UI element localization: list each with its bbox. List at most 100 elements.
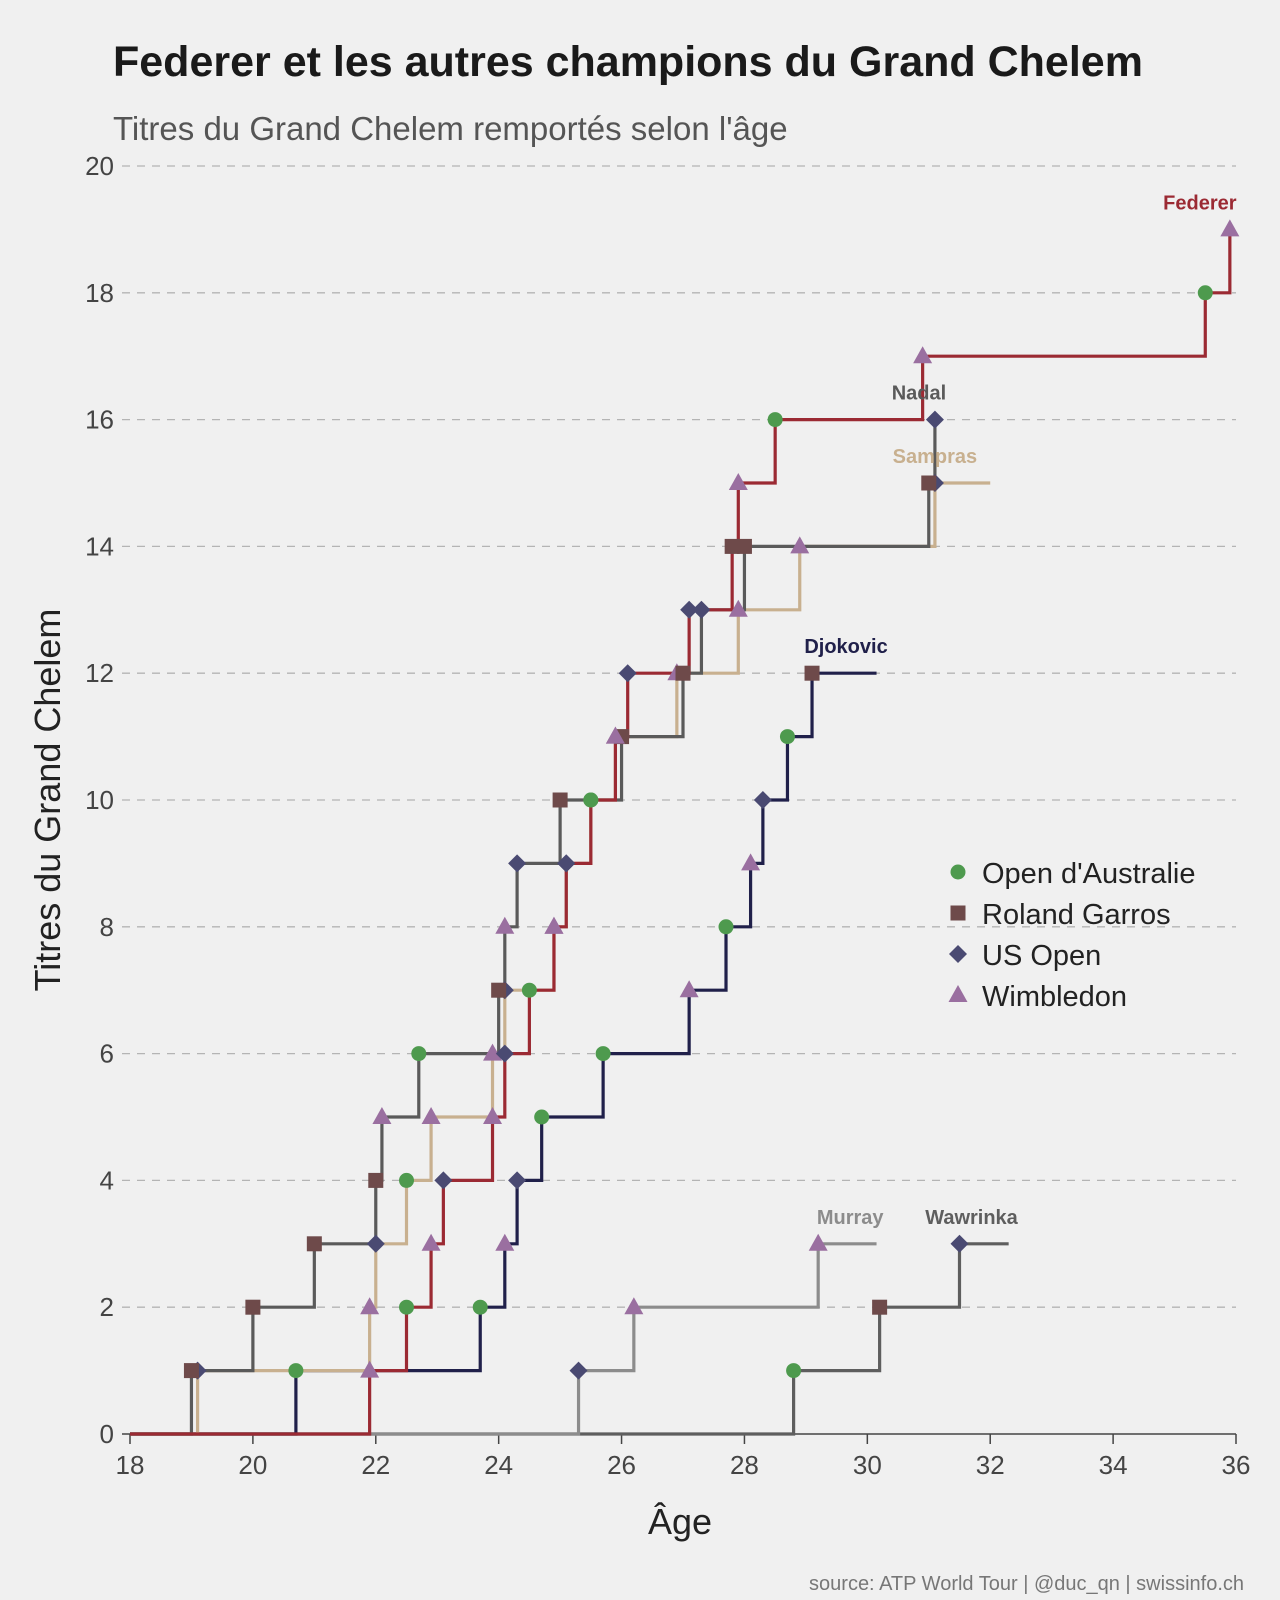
data-point bbox=[421, 1233, 441, 1251]
x-tick-label: 36 bbox=[1222, 1450, 1251, 1480]
data-point bbox=[306, 1236, 322, 1252]
legend: Open d'Australie Roland Garros US Open Wimb… bbox=[948, 858, 1196, 1013]
data-point bbox=[921, 475, 937, 491]
data-point bbox=[753, 791, 772, 809]
data-point bbox=[245, 1299, 261, 1315]
legend-label-rg: Roland Garros bbox=[982, 899, 1171, 931]
x-axis-title: Âge bbox=[648, 1501, 712, 1542]
data-point bbox=[583, 792, 599, 808]
data-point bbox=[557, 854, 576, 873]
data-point bbox=[736, 538, 752, 554]
data-point bbox=[790, 536, 810, 554]
series-label-sampras: Sampras bbox=[893, 446, 978, 468]
data-point bbox=[913, 346, 933, 364]
series-line-nadal bbox=[130, 418, 937, 1436]
data-point bbox=[728, 473, 748, 490]
y-axis-ticks: 0 2 4 6 8 10 12 14 16 18 20 bbox=[85, 151, 114, 1449]
data-point bbox=[925, 410, 944, 429]
grid-lines bbox=[122, 165, 1236, 1308]
data-point bbox=[288, 1363, 304, 1379]
series-line-federer bbox=[130, 227, 1233, 1436]
x-tick-label: 34 bbox=[1099, 1450, 1128, 1480]
data-point bbox=[434, 1171, 453, 1190]
data-point bbox=[552, 792, 568, 808]
legend-marker-w bbox=[948, 985, 968, 1002]
data-point bbox=[399, 1172, 414, 1188]
series-label-wawrinka: Wawrinka bbox=[925, 1207, 1018, 1229]
data-point bbox=[411, 1046, 427, 1062]
data-point bbox=[767, 412, 783, 428]
legend-marker-us bbox=[949, 945, 967, 963]
data-point bbox=[495, 916, 515, 934]
data-point bbox=[483, 1043, 503, 1061]
data-point bbox=[675, 665, 691, 681]
series-labels: Federer Nadal Sampras Djokovic Murray Wawrink… bbox=[804, 192, 1236, 1228]
legend-marker-rg bbox=[950, 905, 966, 921]
x-tick-label: 22 bbox=[361, 1450, 390, 1480]
data-point bbox=[508, 1171, 527, 1190]
data-point bbox=[804, 665, 820, 681]
series-line-sampras bbox=[130, 481, 991, 1436]
data-point bbox=[483, 1107, 503, 1124]
series-label-federer: Federer bbox=[1163, 192, 1237, 214]
data-point bbox=[368, 1172, 384, 1188]
legend-label-ao: Open d'Australie bbox=[982, 858, 1196, 890]
y-tick-label: 16 bbox=[85, 405, 114, 435]
series-label-djokovic: Djokovic bbox=[804, 636, 887, 658]
y-tick-label: 2 bbox=[100, 1292, 114, 1322]
y-tick-label: 8 bbox=[100, 912, 114, 942]
data-point bbox=[508, 854, 527, 873]
data-point bbox=[605, 726, 625, 744]
y-tick-label: 14 bbox=[85, 531, 114, 561]
data-point bbox=[366, 1234, 385, 1253]
chart-title: Federer et les autres champions du Grand… bbox=[113, 38, 1143, 86]
y-tick-label: 12 bbox=[85, 658, 114, 688]
series-label-murray: Murray bbox=[817, 1207, 885, 1229]
series-lines bbox=[130, 227, 1233, 1436]
series-markers bbox=[183, 219, 1240, 1380]
data-point bbox=[491, 982, 507, 998]
data-point bbox=[680, 600, 699, 619]
data-point bbox=[495, 1044, 514, 1063]
data-point bbox=[360, 1297, 380, 1315]
y-tick-label: 18 bbox=[85, 278, 114, 308]
y-tick-label: 4 bbox=[100, 1165, 114, 1195]
data-point bbox=[372, 1107, 392, 1124]
x-tick-label: 30 bbox=[853, 1450, 882, 1480]
data-point bbox=[183, 1363, 199, 1379]
data-point bbox=[1197, 285, 1213, 301]
data-point bbox=[679, 980, 699, 998]
x-tick-label: 28 bbox=[730, 1450, 759, 1480]
legend-label-us: US Open bbox=[982, 940, 1101, 972]
data-point bbox=[521, 982, 537, 998]
data-point bbox=[741, 853, 761, 871]
data-point bbox=[624, 1297, 644, 1315]
data-point bbox=[692, 600, 711, 619]
source-note: source: ATP World Tour | @duc_qn | swiss… bbox=[809, 1573, 1244, 1595]
data-point bbox=[595, 1046, 611, 1062]
data-point bbox=[786, 1363, 802, 1379]
data-point bbox=[569, 1361, 588, 1380]
chart-subtitle: Titres du Grand Chelem remportés selon l… bbox=[113, 110, 788, 147]
y-tick-label: 20 bbox=[85, 151, 114, 181]
x-axis: 18 20 22 24 26 28 30 32 34 36 bbox=[116, 1433, 1251, 1480]
x-tick-label: 20 bbox=[238, 1450, 267, 1480]
data-point bbox=[618, 664, 637, 683]
data-point bbox=[472, 1299, 488, 1315]
x-tick-label: 24 bbox=[484, 1450, 513, 1480]
x-tick-label: 26 bbox=[607, 1450, 636, 1480]
data-point bbox=[724, 538, 740, 554]
data-point bbox=[718, 919, 734, 935]
series-line-murray bbox=[130, 1242, 877, 1436]
data-point bbox=[534, 1109, 550, 1125]
y-tick-label: 6 bbox=[100, 1039, 114, 1069]
series-label-nadal: Nadal bbox=[892, 383, 946, 405]
data-point bbox=[808, 1233, 828, 1251]
data-point bbox=[399, 1299, 414, 1315]
y-tick-label: 0 bbox=[100, 1419, 114, 1449]
data-point bbox=[779, 729, 795, 745]
legend-marker-ao bbox=[950, 864, 966, 880]
data-point bbox=[421, 1107, 441, 1124]
data-point bbox=[360, 1360, 380, 1378]
